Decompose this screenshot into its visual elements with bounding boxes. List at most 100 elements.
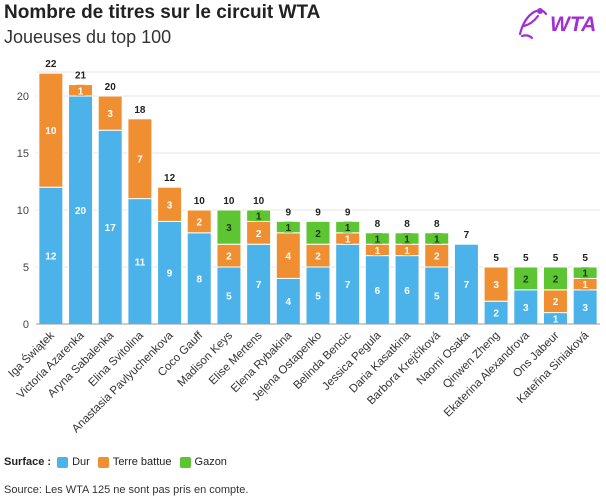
data-label-bg [371, 233, 383, 244]
total-label: 21 [75, 71, 87, 82]
data-label-bg [401, 284, 413, 296]
legend-label-gazon: Gazon [194, 456, 227, 468]
legend-item-dur[interactable]: Dur [57, 456, 90, 468]
data-label-bg [520, 301, 532, 313]
data-label-gazon: 3 [226, 223, 232, 234]
data-label-bg [431, 290, 443, 301]
data-label-bg [164, 267, 176, 279]
y-tick-label: 0 [23, 319, 29, 331]
wta-logo-text: WTA [550, 13, 596, 36]
total-label: 5 [553, 253, 559, 264]
data-label-dur: 3 [582, 303, 588, 314]
data-label-bg [193, 272, 205, 284]
data-label-bg [75, 84, 87, 96]
data-label-terre-battue: 3 [167, 200, 173, 211]
data-label-bg [549, 312, 561, 324]
data-label-dur: 11 [135, 257, 146, 268]
data-label-terre-battue: 10 [45, 126, 57, 137]
data-label-terre-battue: 2 [315, 252, 321, 263]
data-label-dur: 5 [226, 292, 232, 303]
data-label-terre-battue: 4 [286, 252, 292, 263]
data-label-bg [371, 244, 383, 256]
data-label-terre-battue: 1 [345, 235, 351, 246]
data-label-bg [342, 233, 354, 244]
data-label-bg [164, 198, 176, 210]
data-label-bg [45, 124, 57, 136]
data-label-gazon: 1 [345, 223, 351, 234]
data-label-terre-battue: 1 [78, 86, 84, 97]
data-label-bg [401, 244, 413, 256]
data-label-gazon: 1 [286, 223, 292, 234]
data-label-bg [460, 278, 472, 290]
data-label-bg [490, 307, 502, 319]
data-label-gazon: 1 [375, 235, 381, 246]
data-label-gazon: 1 [404, 235, 410, 246]
data-label-bg [431, 250, 443, 262]
data-label-bg [223, 221, 235, 233]
data-label-bg [312, 290, 324, 301]
wta-logo: WTA [514, 4, 604, 47]
data-label-bg [579, 278, 591, 290]
total-label: 10 [253, 196, 265, 207]
data-label-gazon: 1 [256, 212, 262, 223]
data-label-terre-battue: 2 [226, 252, 232, 263]
data-label-terre-battue: 7 [137, 155, 143, 166]
data-label-dur: 8 [196, 274, 202, 285]
data-label-dur: 7 [256, 280, 262, 291]
data-label-terre-battue: 2 [196, 217, 202, 228]
total-label: 10 [223, 196, 235, 207]
data-label-bg [134, 255, 146, 267]
data-label-terre-battue: 1 [582, 280, 588, 291]
data-label-bg [193, 215, 205, 227]
data-label-dur: 1 [553, 314, 559, 325]
data-label-terre-battue: 3 [493, 280, 499, 291]
data-label-bg [549, 272, 561, 284]
data-label-dur: 6 [375, 286, 381, 297]
total-label: 8 [375, 219, 381, 230]
data-label-bg [342, 278, 354, 290]
data-label-terre-battue: 2 [434, 252, 440, 263]
total-label: 5 [582, 253, 588, 264]
total-label: 9 [315, 207, 321, 218]
data-label-gazon: 2 [315, 229, 321, 240]
data-label-terre-battue: 2 [553, 297, 559, 308]
total-label: 9 [286, 207, 292, 218]
data-label-terre-battue: 1 [404, 246, 410, 257]
data-label-bg [104, 221, 116, 233]
legend-item-gazon[interactable]: Gazon [179, 456, 227, 468]
bar-segment-dur [275, 277, 301, 325]
data-label-gazon: 2 [553, 274, 559, 285]
bar-segment-terre-battue [38, 72, 64, 188]
data-label-dur: 3 [523, 303, 529, 314]
total-label: 20 [105, 82, 117, 93]
legend-item-terre-battue[interactable]: Terre battue [97, 456, 172, 468]
total-label: 8 [404, 219, 410, 230]
data-label-bg [45, 250, 57, 262]
legend-swatch-dur [57, 456, 69, 468]
data-label-gazon: 1 [434, 235, 440, 246]
total-label: 7 [464, 230, 470, 241]
data-label-dur: 2 [493, 309, 499, 320]
data-label-dur: 12 [45, 252, 57, 263]
wta-logo-icon [518, 8, 548, 40]
data-label-terre-battue: 1 [375, 246, 381, 257]
data-label-bg [282, 295, 294, 307]
total-label: 5 [493, 253, 499, 264]
data-label-bg [579, 301, 591, 313]
data-label-bg [253, 227, 265, 239]
y-tick-label: 20 [17, 91, 29, 103]
data-label-bg [431, 233, 443, 244]
data-label-bg [371, 284, 383, 296]
total-label: 18 [134, 105, 146, 116]
data-label-dur: 7 [345, 280, 351, 291]
total-label: 10 [194, 196, 206, 207]
data-label-bg [253, 278, 265, 290]
data-label-bg [312, 227, 324, 239]
legend-label-terre-battue: Terre battue [112, 456, 172, 468]
data-label-bg [549, 295, 561, 307]
data-label-bg [490, 278, 502, 290]
data-label-bg [134, 153, 146, 165]
data-label-bg [520, 272, 532, 284]
data-label-dur: 5 [434, 292, 440, 303]
